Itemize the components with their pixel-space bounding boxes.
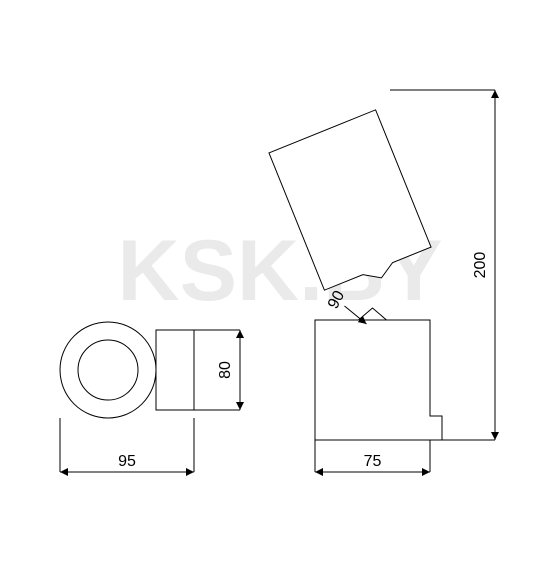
side-view-base: [315, 308, 442, 440]
front-view: [60, 322, 194, 418]
dimension-label: 75: [364, 453, 382, 470]
technical-drawing: KSK.BY95807520090: [0, 0, 560, 580]
dimension-label: 200: [472, 252, 489, 279]
dimension-label: 80: [217, 361, 234, 379]
dimension-label: 95: [118, 453, 136, 470]
